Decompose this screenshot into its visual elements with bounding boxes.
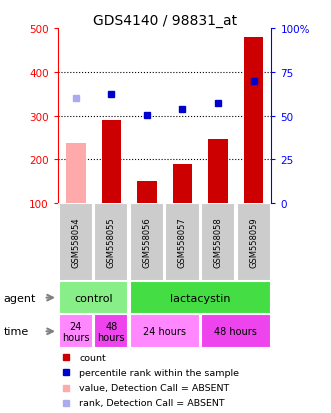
Text: control: control: [74, 293, 113, 303]
Text: count: count: [79, 353, 106, 362]
Text: GSM558054: GSM558054: [71, 217, 80, 268]
Text: value, Detection Call = ABSENT: value, Detection Call = ABSENT: [79, 383, 229, 392]
Text: GSM558058: GSM558058: [213, 217, 222, 268]
Bar: [244, 38, 263, 204]
Text: 24
hours: 24 hours: [62, 321, 89, 342]
Bar: [130, 204, 164, 281]
Bar: [59, 315, 93, 348]
Bar: [208, 140, 228, 204]
Bar: [59, 281, 128, 315]
Bar: [137, 182, 157, 204]
Bar: [166, 204, 200, 281]
Bar: [102, 121, 121, 204]
Text: lactacystin: lactacystin: [170, 293, 230, 303]
Text: percentile rank within the sample: percentile rank within the sample: [79, 368, 239, 377]
Text: GSM558057: GSM558057: [178, 217, 187, 268]
Text: GSM558056: GSM558056: [142, 217, 151, 268]
Text: GSM558055: GSM558055: [107, 217, 116, 268]
Bar: [130, 315, 200, 348]
Text: time: time: [3, 327, 28, 337]
Text: 48
hours: 48 hours: [98, 321, 125, 342]
Bar: [201, 204, 235, 281]
Text: rank, Detection Call = ABSENT: rank, Detection Call = ABSENT: [79, 398, 225, 407]
Bar: [59, 204, 93, 281]
Bar: [237, 204, 271, 281]
Text: 24 hours: 24 hours: [143, 327, 186, 337]
Bar: [130, 281, 271, 315]
Text: agent: agent: [3, 293, 36, 303]
Title: GDS4140 / 98831_at: GDS4140 / 98831_at: [93, 14, 237, 28]
Bar: [94, 204, 128, 281]
Bar: [94, 315, 128, 348]
Bar: [201, 315, 271, 348]
Text: 48 hours: 48 hours: [214, 327, 257, 337]
Bar: [66, 144, 85, 204]
Bar: [173, 164, 192, 204]
Text: GSM558059: GSM558059: [249, 217, 258, 268]
